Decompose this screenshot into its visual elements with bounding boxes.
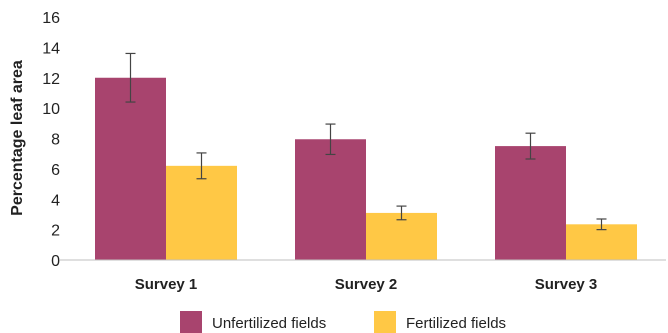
y-tick-label: 10 [42, 101, 60, 118]
y-tick-label: 4 [51, 192, 60, 209]
legend-label: Fertilized fields [406, 315, 506, 332]
x-category-label: Survey 2 [335, 276, 398, 293]
bar-fertilized-fields-1 [166, 165, 237, 260]
y-tick-label: 6 [51, 162, 60, 179]
bar-unfertilized-fields-3 [495, 146, 566, 260]
bars [95, 77, 637, 260]
legend-swatch [180, 311, 202, 333]
y-axis-label: Percentage leaf area [9, 60, 26, 216]
y-tick-label: 0 [51, 253, 60, 270]
bar-unfertilized-fields-1 [95, 77, 166, 260]
legend: Unfertilized fields Fertilized fields [180, 311, 506, 333]
y-tick-label: 8 [51, 132, 60, 149]
bar-unfertilized-fields-2 [295, 139, 366, 260]
y-axis-ticks: 0 2 4 6 8 10 12 14 16 [42, 10, 60, 270]
legend-label: Unfertilized fields [212, 315, 326, 332]
error-bars [125, 52, 607, 231]
bar-fertilized-fields-2 [366, 212, 437, 260]
x-axis-categories: Survey 1 Survey 2 Survey 3 [135, 276, 598, 293]
bar-fertilized-fields-3 [566, 224, 637, 260]
y-tick-label: 14 [42, 40, 60, 57]
y-tick-label: 16 [42, 10, 60, 27]
legend-swatch [374, 311, 396, 333]
y-tick-label: 12 [42, 71, 60, 88]
y-tick-label: 2 [51, 223, 60, 240]
x-category-label: Survey 3 [535, 276, 598, 293]
x-category-label: Survey 1 [135, 276, 198, 293]
